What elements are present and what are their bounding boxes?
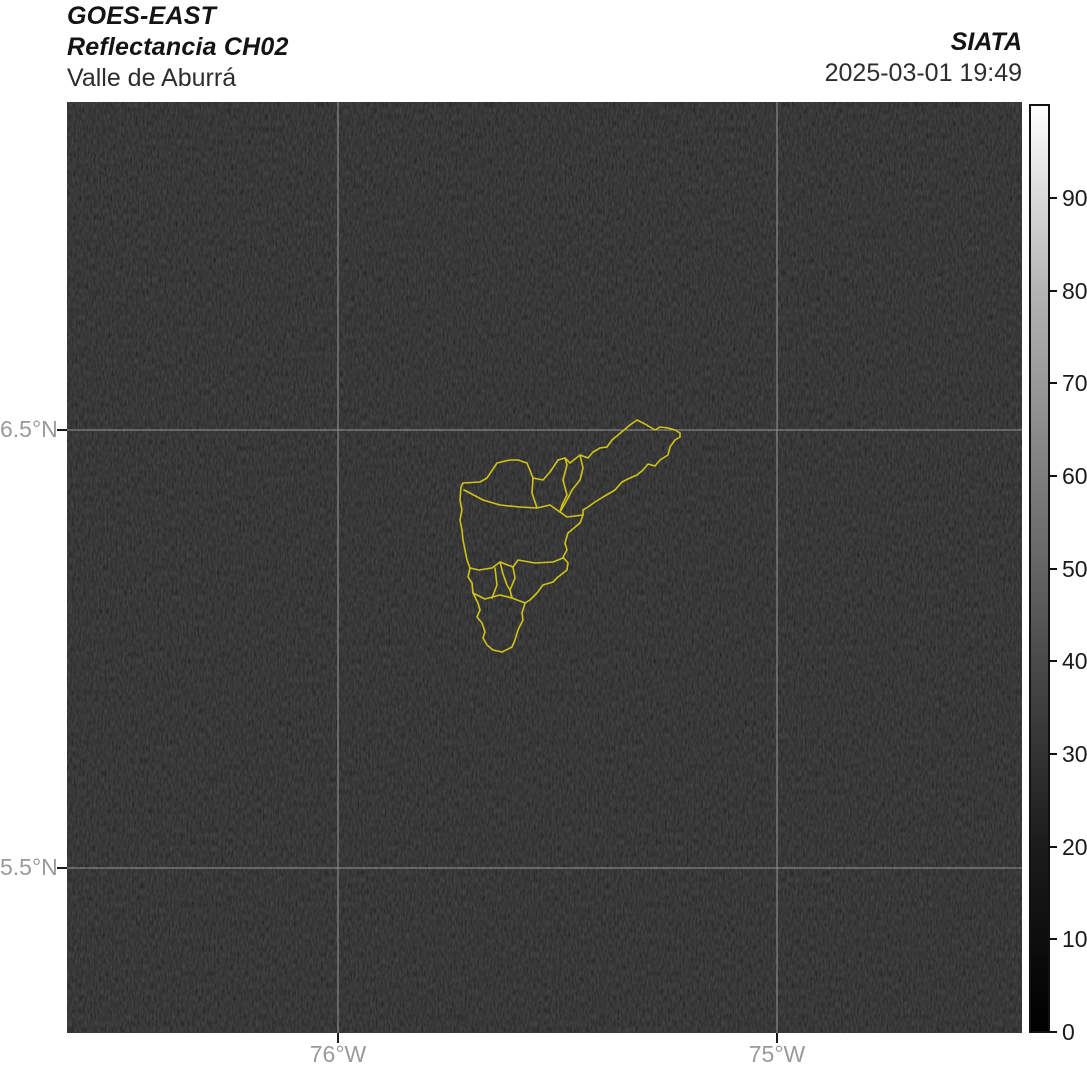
cbar-tick-30 xyxy=(1050,753,1057,755)
cbar-label-40: 40 xyxy=(1062,648,1087,674)
graticule xyxy=(67,102,1022,1033)
cbar-label-20: 20 xyxy=(1062,834,1087,860)
cbar-label-10: 10 xyxy=(1062,926,1087,952)
ytick-6-5n xyxy=(57,429,67,431)
cbar-label-30: 30 xyxy=(1062,741,1087,767)
cbar-tick-0 xyxy=(1050,1031,1057,1033)
region-subtitle: Valle de Aburrá xyxy=(67,64,237,92)
boundary-inner-6 xyxy=(491,567,498,599)
map-canvas xyxy=(67,102,1022,1033)
cbar-tick-80 xyxy=(1050,290,1057,292)
boundary-inner-2 xyxy=(531,477,538,509)
boundary-inner-9 xyxy=(499,561,511,591)
boundary-inner-4 xyxy=(559,454,584,513)
cbar-label-60: 60 xyxy=(1062,463,1087,489)
ytick-5-5n xyxy=(57,867,67,869)
sensor-noise-texture xyxy=(67,102,1022,1033)
xtick-75w xyxy=(776,1033,778,1043)
cbar-tick-60 xyxy=(1050,475,1057,477)
cbar-label-70: 70 xyxy=(1062,370,1087,396)
boundary-inner-3 xyxy=(559,457,568,513)
cbar-label-50: 50 xyxy=(1062,556,1087,582)
cbar-tick-20 xyxy=(1050,846,1057,848)
cbar-tick-50 xyxy=(1050,568,1057,570)
boundary-inner-7 xyxy=(509,566,516,599)
xlabel-76w: 76°W xyxy=(309,1041,367,1067)
cbar-label-0: 0 xyxy=(1062,1019,1075,1045)
header-left: GOES-EAST Reflectancia CH02 Valle de Abu… xyxy=(67,1,289,94)
timestamp-label: 2025-03-01 19:49 xyxy=(824,59,1022,87)
product-title: Reflectancia CH02 xyxy=(67,33,289,61)
cbar-tick-40 xyxy=(1050,660,1057,662)
ylabel-6-5n: 6.5°N xyxy=(0,416,58,442)
cbar-tick-90 xyxy=(1050,197,1057,199)
cbar-tick-70 xyxy=(1050,382,1057,384)
xlabel-75w: 75°W xyxy=(748,1041,806,1067)
boundary-inner-8 xyxy=(472,592,526,604)
reflectance-colorbar xyxy=(1029,104,1050,1033)
cbar-label-90: 90 xyxy=(1062,185,1087,211)
header-right: SIATA 2025-03-01 19:49 xyxy=(825,27,1022,89)
satellite-map xyxy=(67,102,1022,1033)
municipality-boundaries xyxy=(459,419,681,653)
cbar-tick-10 xyxy=(1050,938,1057,940)
ylabel-5-5n: 5.5°N xyxy=(0,854,58,880)
brand-label: SIATA xyxy=(950,28,1022,56)
cbar-label-80: 80 xyxy=(1062,278,1087,304)
boundary-outer xyxy=(459,419,681,653)
satellite-title: GOES-EAST xyxy=(67,2,217,30)
boundary-inner-1 xyxy=(463,489,584,518)
xtick-76w xyxy=(337,1033,339,1043)
